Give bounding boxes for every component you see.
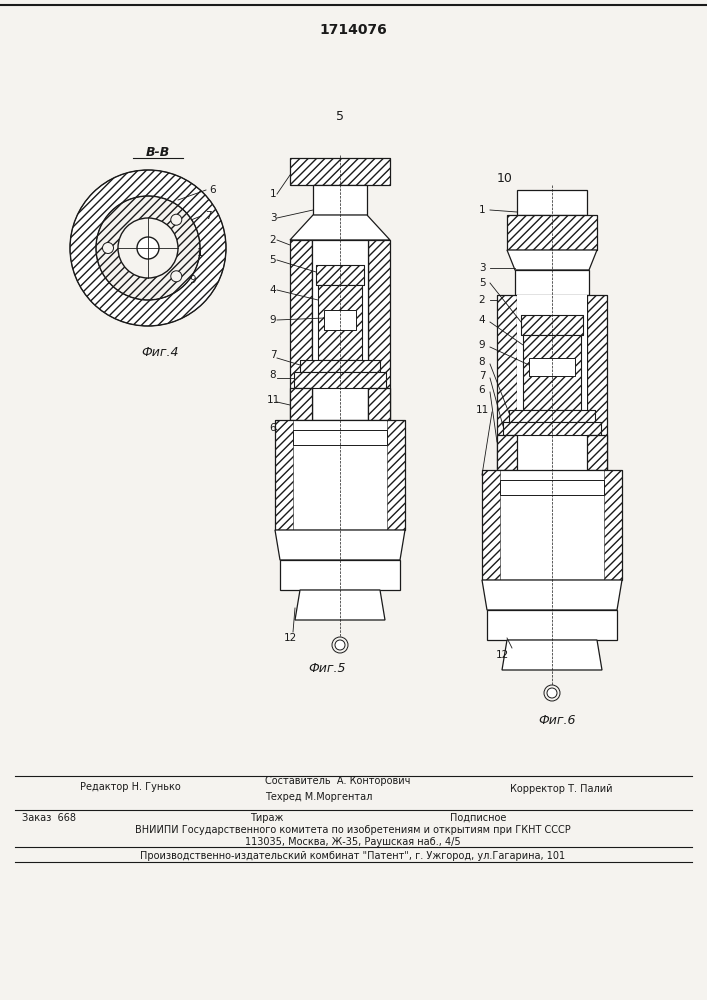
- Polygon shape: [523, 335, 581, 410]
- Text: 8: 8: [479, 357, 485, 367]
- Circle shape: [96, 196, 200, 300]
- Polygon shape: [497, 295, 517, 470]
- Polygon shape: [293, 430, 387, 445]
- Polygon shape: [587, 295, 607, 470]
- Polygon shape: [300, 360, 380, 372]
- Polygon shape: [312, 240, 368, 420]
- Text: 6: 6: [269, 423, 276, 433]
- Circle shape: [547, 688, 557, 698]
- Text: 6: 6: [479, 385, 485, 395]
- Circle shape: [332, 637, 348, 653]
- Polygon shape: [280, 560, 400, 590]
- Polygon shape: [318, 285, 362, 360]
- Polygon shape: [587, 435, 607, 470]
- Text: 6: 6: [210, 185, 216, 195]
- Text: Фиг.6: Фиг.6: [538, 714, 575, 726]
- Text: В-В: В-В: [146, 145, 170, 158]
- Text: 12: 12: [284, 633, 297, 643]
- Polygon shape: [517, 190, 587, 215]
- Polygon shape: [502, 640, 602, 670]
- Text: 11: 11: [475, 405, 489, 415]
- Text: 8: 8: [269, 370, 276, 380]
- Circle shape: [171, 271, 182, 282]
- Text: 3: 3: [269, 213, 276, 223]
- Circle shape: [544, 685, 560, 701]
- Text: 11: 11: [267, 395, 280, 405]
- Polygon shape: [290, 158, 390, 185]
- Text: 12: 12: [496, 650, 508, 660]
- Text: 113035, Москва, Ж-35, Раушская наб., 4/5: 113035, Москва, Ж-35, Раушская наб., 4/5: [245, 837, 461, 847]
- Polygon shape: [368, 240, 390, 420]
- Polygon shape: [275, 420, 405, 530]
- Text: 1714076: 1714076: [319, 23, 387, 37]
- Polygon shape: [503, 422, 601, 435]
- Text: Фиг.4: Фиг.4: [141, 347, 179, 360]
- Polygon shape: [290, 388, 312, 420]
- Polygon shape: [497, 435, 517, 470]
- Text: 4: 4: [269, 285, 276, 295]
- Text: Подписное: Подписное: [450, 813, 506, 823]
- Text: 2: 2: [479, 295, 485, 305]
- Polygon shape: [482, 580, 622, 610]
- Polygon shape: [295, 590, 385, 620]
- Polygon shape: [294, 372, 386, 388]
- Polygon shape: [313, 185, 367, 215]
- Text: 5: 5: [336, 110, 344, 123]
- Circle shape: [103, 242, 114, 253]
- Polygon shape: [290, 215, 390, 240]
- Text: Заказ  668: Заказ 668: [22, 813, 76, 823]
- Text: 5: 5: [269, 255, 276, 265]
- Polygon shape: [368, 388, 390, 420]
- Text: 1: 1: [479, 205, 485, 215]
- Circle shape: [118, 218, 178, 278]
- Text: Производственно-издательский комбинат "Патент", г. Ужгород, ул.Гагарина, 101: Производственно-издательский комбинат "П…: [141, 851, 566, 861]
- Polygon shape: [507, 250, 597, 270]
- Text: 1: 1: [269, 189, 276, 199]
- Text: 9: 9: [269, 315, 276, 325]
- Circle shape: [335, 640, 345, 650]
- Polygon shape: [521, 315, 583, 335]
- Text: 2: 2: [269, 235, 276, 245]
- Text: 1: 1: [197, 248, 204, 258]
- Polygon shape: [324, 310, 356, 330]
- Text: 7: 7: [205, 211, 211, 221]
- Polygon shape: [482, 470, 622, 580]
- Text: 10: 10: [497, 172, 513, 184]
- Polygon shape: [509, 410, 595, 422]
- Polygon shape: [515, 270, 589, 295]
- Polygon shape: [487, 610, 617, 640]
- Polygon shape: [529, 358, 575, 376]
- Text: Техред М.Моргентал: Техред М.Моргентал: [265, 792, 373, 802]
- Text: Корректор Т. Палий: Корректор Т. Палий: [510, 784, 612, 794]
- Polygon shape: [500, 480, 604, 495]
- Text: 7: 7: [479, 371, 485, 381]
- Text: 9: 9: [189, 275, 197, 285]
- Text: 4: 4: [479, 315, 485, 325]
- Polygon shape: [316, 265, 364, 285]
- Polygon shape: [275, 530, 405, 560]
- Circle shape: [70, 170, 226, 326]
- Text: Редактор Н. Гунько: Редактор Н. Гунько: [80, 782, 181, 792]
- Circle shape: [171, 214, 182, 225]
- Text: 9: 9: [479, 340, 485, 350]
- Text: ВНИИПИ Государственного комитета по изобретениям и открытиям при ГКНТ СССР: ВНИИПИ Государственного комитета по изоб…: [135, 825, 571, 835]
- Polygon shape: [290, 240, 312, 420]
- Text: 7: 7: [269, 350, 276, 360]
- Text: Составитель  А. Конторович: Составитель А. Конторович: [265, 776, 410, 786]
- Text: 5: 5: [479, 278, 485, 288]
- Circle shape: [137, 237, 159, 259]
- Text: Фиг.5: Фиг.5: [308, 662, 346, 674]
- Text: Тираж: Тираж: [250, 813, 284, 823]
- Text: 3: 3: [479, 263, 485, 273]
- Polygon shape: [517, 295, 587, 470]
- Polygon shape: [507, 215, 597, 250]
